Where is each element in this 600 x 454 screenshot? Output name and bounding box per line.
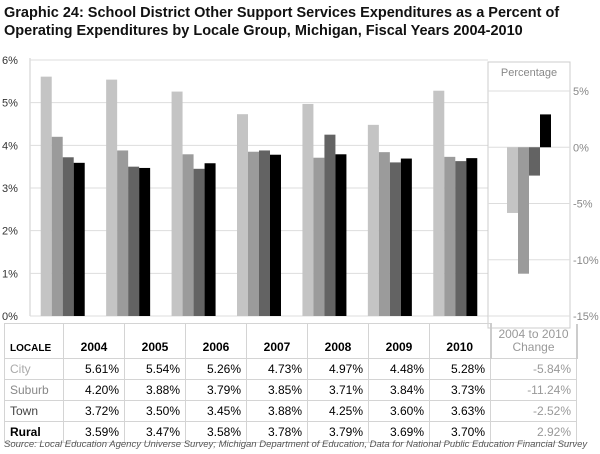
table-row: City 5.61% 5.54% 5.26% 4.73% 4.97% 4.48% 5.28% -…: [4, 358, 577, 380]
table-row: Rural 3.59% 3.47% 3.58% 3.78% 3.79% 3.69% 3.70%…: [4, 421, 577, 443]
locale-cell: City: [4, 358, 64, 380]
value-cell: 3.71%: [307, 379, 369, 401]
column-header: 2008: [307, 323, 369, 359]
value-cell: 3.60%: [368, 400, 430, 422]
value-cell: 3.63%: [429, 400, 491, 422]
bar-town-2008: [324, 134, 336, 316]
y-tick-label: 6%: [2, 55, 18, 67]
table-row: Town 3.72% 3.50% 3.45% 3.88% 4.25% 3.60% 3.63% -…: [4, 400, 577, 422]
bar-rural-2007: [270, 154, 281, 316]
bar-rural-2006: [204, 163, 216, 316]
change-cell: -5.84%: [490, 358, 577, 380]
column-header: LOCALE: [4, 323, 64, 359]
bar-city-2007: [237, 114, 248, 316]
value-cell: 3.70%: [429, 421, 491, 443]
value-cell: 3.78%: [246, 421, 308, 443]
y2-tick-label: 0%: [573, 142, 589, 154]
value-cell: 4.20%: [63, 379, 125, 401]
locale-cell: Suburb: [4, 379, 64, 401]
source-note: Source: Local Education Agency Universe …: [4, 439, 588, 450]
value-cell: 3.47%: [124, 421, 186, 443]
bar-city-2010: [433, 90, 445, 316]
change-bar-city: [507, 147, 518, 213]
value-cell: 5.61%: [63, 358, 125, 380]
y-tick-label: 0%: [2, 311, 18, 323]
data-table: LOCALE 2004 2005 2006 2007 2008 2009 2010 2004 t…: [4, 323, 578, 443]
value-cell: 5.54%: [124, 358, 186, 380]
change-cell: -11.24%: [490, 379, 577, 401]
value-cell: 3.84%: [368, 379, 430, 401]
y-tick-label: 1%: [2, 268, 18, 280]
bar-city-2004: [40, 76, 52, 316]
value-cell: 4.48%: [368, 358, 430, 380]
y-tick-label: 5%: [2, 98, 18, 110]
bar-rural-2010: [466, 158, 478, 316]
change-panel-title: Percentage: [501, 67, 557, 79]
value-cell: 4.73%: [246, 358, 308, 380]
bar-city-2005: [106, 79, 118, 316]
y2-tick-label: -15%: [573, 311, 599, 323]
y2-tick-label: 5%: [573, 86, 589, 98]
column-header: 2010: [429, 323, 491, 359]
value-cell: 5.26%: [185, 358, 247, 380]
table-row: Suburb 4.20% 3.88% 3.79% 3.85% 3.71% 3.84% 3.73…: [4, 379, 577, 401]
y2-tick-label: -10%: [573, 255, 599, 267]
change-cell: 2.92%: [490, 421, 577, 443]
value-cell: 4.97%: [307, 358, 369, 380]
change-cell: -2.52%: [490, 400, 577, 422]
value-cell: 3.88%: [246, 400, 308, 422]
change-bar-town: [529, 147, 540, 176]
bar-suburb-2006: [182, 154, 194, 316]
value-cell: 3.69%: [368, 421, 430, 443]
bar-town-2007: [259, 150, 270, 316]
value-cell: 3.45%: [185, 400, 247, 422]
y-tick-label: 4%: [2, 140, 18, 152]
change-bar-suburb: [518, 147, 529, 274]
y-tick-label: 2%: [2, 226, 18, 238]
value-cell: 3.50%: [124, 400, 186, 422]
value-cell: 3.73%: [429, 379, 491, 401]
bar-city-2006: [171, 91, 183, 316]
bar-rural-2009: [400, 158, 412, 316]
bar-town-2004: [62, 157, 74, 316]
bar-suburb-2008: [313, 157, 325, 316]
chart-title: Graphic 24: School District Other Suppor…: [4, 5, 560, 39]
y-tick-label: 3%: [2, 183, 18, 195]
value-cell: 5.28%: [429, 358, 491, 380]
bar-town-2010: [455, 161, 467, 316]
bar-rural-2005: [139, 167, 151, 316]
bar-rural-2004: [73, 162, 85, 316]
bar-suburb-2010: [444, 156, 456, 316]
value-cell: 3.72%: [63, 400, 125, 422]
bar-town-2006: [193, 168, 205, 316]
y2-tick-label: -5%: [573, 199, 593, 211]
value-cell: 3.58%: [185, 421, 247, 443]
chart-svg: 0% 1% 2% 3% 4% 5% 6% Percentage -15% -10% -5% 0% 5%: [2, 55, 599, 329]
bar-suburb-2007: [248, 151, 259, 316]
table-header-row: LOCALE 2004 2005 2006 2007 2008 2009 2010 2004 t…: [4, 323, 578, 359]
column-header: 2005: [124, 323, 186, 359]
value-cell: 3.79%: [185, 379, 247, 401]
bar-town-2009: [389, 162, 401, 316]
column-header: 2009: [368, 323, 430, 359]
bar-town-2005: [128, 166, 140, 316]
bar-rural-2008: [335, 154, 347, 316]
locale-cell: Town: [4, 400, 64, 422]
bar-suburb-2004: [51, 136, 63, 316]
bar-city-2009: [367, 124, 379, 316]
column-header: 2006: [185, 323, 247, 359]
bar-suburb-2005: [117, 150, 129, 316]
value-cell: 3.85%: [246, 379, 308, 401]
bar-city-2008: [302, 103, 314, 317]
column-header: 2007: [246, 323, 308, 359]
value-cell: 3.79%: [307, 421, 369, 443]
change-bar-rural: [540, 114, 551, 148]
bar-suburb-2009: [378, 152, 390, 316]
column-header: 2004 to 2010 Change: [489, 323, 578, 359]
value-cell: 3.88%: [124, 379, 186, 401]
value-cell: 4.25%: [307, 400, 369, 422]
column-header: 2004: [63, 323, 125, 359]
